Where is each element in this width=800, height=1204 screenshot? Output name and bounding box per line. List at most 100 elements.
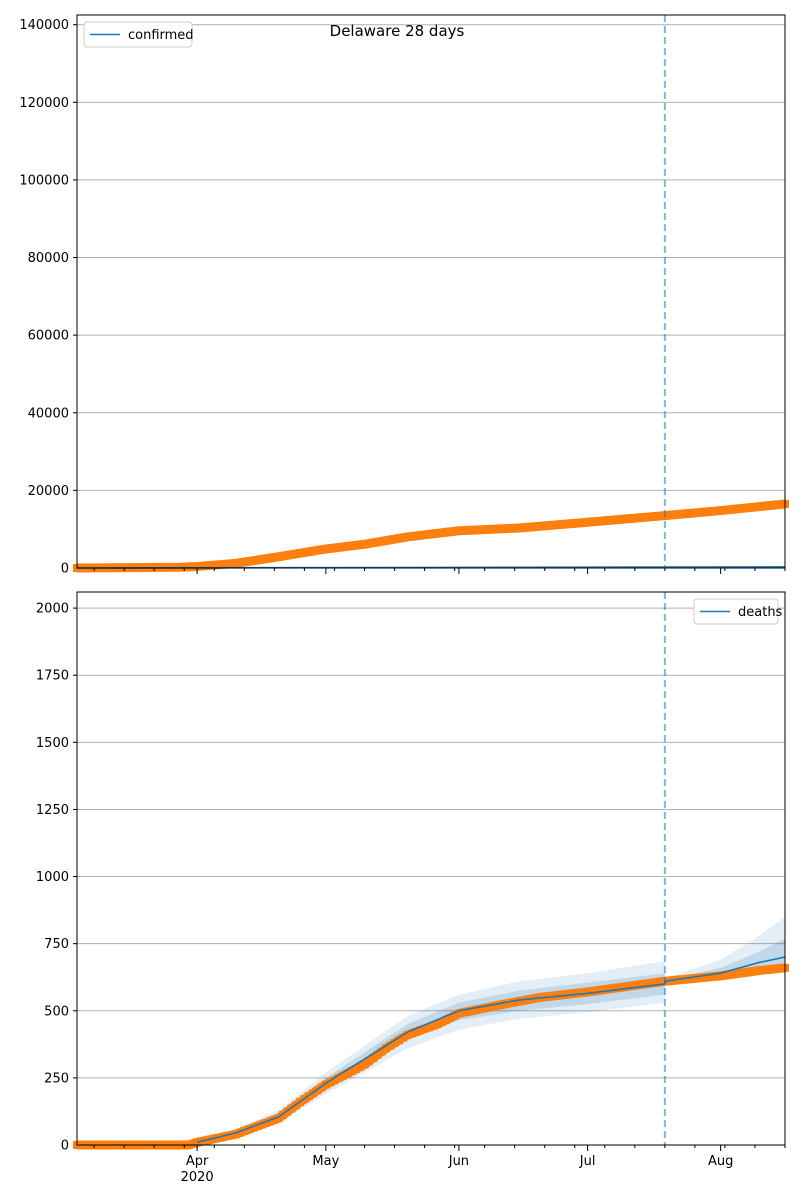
observed-point bbox=[746, 967, 755, 976]
observed-point bbox=[240, 1127, 249, 1136]
observed-point bbox=[690, 974, 699, 983]
y-tick-label: 140000 bbox=[19, 18, 69, 33]
observed-point bbox=[429, 529, 438, 538]
observed-point bbox=[549, 521, 558, 530]
model-band-outer bbox=[664, 916, 785, 982]
observed-point bbox=[742, 968, 751, 977]
observed-point bbox=[720, 971, 729, 980]
observed-point bbox=[416, 1026, 425, 1035]
observed-point bbox=[450, 527, 459, 536]
observed-point bbox=[605, 985, 614, 994]
observed-point bbox=[218, 560, 227, 569]
observed-point bbox=[678, 975, 687, 984]
observed-point bbox=[459, 526, 468, 535]
legend: deaths bbox=[693, 598, 783, 625]
observed-point bbox=[592, 986, 601, 995]
observed-point bbox=[562, 520, 571, 529]
observed-point bbox=[218, 1132, 227, 1141]
y-tick-label: 60000 bbox=[28, 329, 69, 344]
observed-point bbox=[665, 511, 674, 520]
observed-point bbox=[236, 1128, 245, 1137]
observed-point bbox=[459, 1008, 468, 1017]
observed-point bbox=[291, 549, 300, 558]
chart-title: Delaware 28 days bbox=[330, 22, 465, 40]
observed-point bbox=[223, 560, 232, 569]
observed-point bbox=[188, 1139, 197, 1148]
observed-point bbox=[257, 555, 266, 564]
observed-point bbox=[351, 541, 360, 550]
observed-point bbox=[411, 1027, 420, 1036]
panel-confirmed: 0 20000 40000 60000 80000 100000 120000 140000 D… bbox=[19, 14, 789, 577]
observed-point bbox=[484, 1003, 493, 1012]
observed-point bbox=[429, 1021, 438, 1030]
observed-point bbox=[553, 991, 562, 1000]
observed-point bbox=[472, 525, 481, 534]
observed-point bbox=[364, 1057, 373, 1066]
observed-point bbox=[231, 1130, 240, 1139]
observed-point bbox=[399, 533, 408, 542]
axes-frame bbox=[76, 14, 786, 569]
observed-point bbox=[450, 1011, 459, 1020]
observed-point bbox=[472, 1005, 481, 1014]
observed-point bbox=[373, 1050, 382, 1059]
observed-point bbox=[635, 513, 644, 522]
observed-point bbox=[476, 1004, 485, 1013]
observed-point bbox=[656, 977, 665, 986]
observed-point bbox=[686, 509, 695, 518]
observed-point bbox=[390, 1038, 399, 1047]
y-tick-label: 1500 bbox=[36, 736, 69, 751]
observed-point bbox=[519, 523, 528, 532]
observed-point bbox=[321, 1080, 330, 1089]
x-tick-label: Apr bbox=[186, 1154, 209, 1169]
observed-point bbox=[309, 547, 317, 556]
y-tick-label: 1750 bbox=[36, 669, 69, 684]
observed-point bbox=[343, 1069, 352, 1078]
observed-point bbox=[489, 525, 498, 534]
observed-point bbox=[540, 521, 549, 530]
observed-point bbox=[647, 979, 656, 988]
observed-point bbox=[519, 996, 528, 1005]
observed-point bbox=[772, 964, 781, 973]
x-tick-label: May bbox=[312, 1154, 339, 1169]
observed-point bbox=[369, 1054, 378, 1063]
legend-box bbox=[693, 598, 779, 625]
observed-point bbox=[193, 562, 202, 571]
observed-point bbox=[617, 515, 626, 524]
legend: confirmed bbox=[83, 21, 194, 48]
observed-point bbox=[356, 540, 365, 549]
y-tick-label: 250 bbox=[44, 1071, 69, 1086]
observed-point bbox=[514, 997, 523, 1006]
observed-point bbox=[506, 998, 515, 1007]
observed-point bbox=[600, 985, 609, 994]
observed-point bbox=[716, 971, 725, 980]
observed-point bbox=[587, 517, 596, 526]
observed-point bbox=[652, 512, 661, 521]
observed-point bbox=[557, 520, 566, 529]
observed-point bbox=[639, 513, 648, 522]
observed-point bbox=[562, 990, 571, 999]
observed-point bbox=[394, 534, 403, 543]
observed-point bbox=[750, 967, 759, 976]
observed-point bbox=[364, 539, 373, 548]
observed-point bbox=[605, 516, 614, 525]
observed-point bbox=[626, 514, 635, 523]
observed-point bbox=[403, 532, 412, 541]
observed-point bbox=[575, 518, 584, 527]
observed-point bbox=[617, 983, 626, 992]
observed-point bbox=[231, 559, 240, 568]
observed-point bbox=[609, 516, 618, 525]
observed-point bbox=[227, 559, 236, 568]
observed-point bbox=[738, 504, 747, 513]
observed-point bbox=[720, 506, 729, 515]
y-tick-label: 120000 bbox=[19, 96, 69, 111]
observed-point bbox=[750, 503, 759, 512]
observed-point bbox=[360, 1060, 369, 1069]
observed-point bbox=[514, 524, 523, 533]
observed-point bbox=[493, 524, 502, 533]
observed-point bbox=[236, 558, 245, 567]
observed-point bbox=[261, 1118, 270, 1127]
observed-point bbox=[339, 542, 348, 551]
observed-point bbox=[772, 500, 781, 509]
observed-point bbox=[725, 970, 734, 979]
observed-point bbox=[377, 537, 386, 546]
